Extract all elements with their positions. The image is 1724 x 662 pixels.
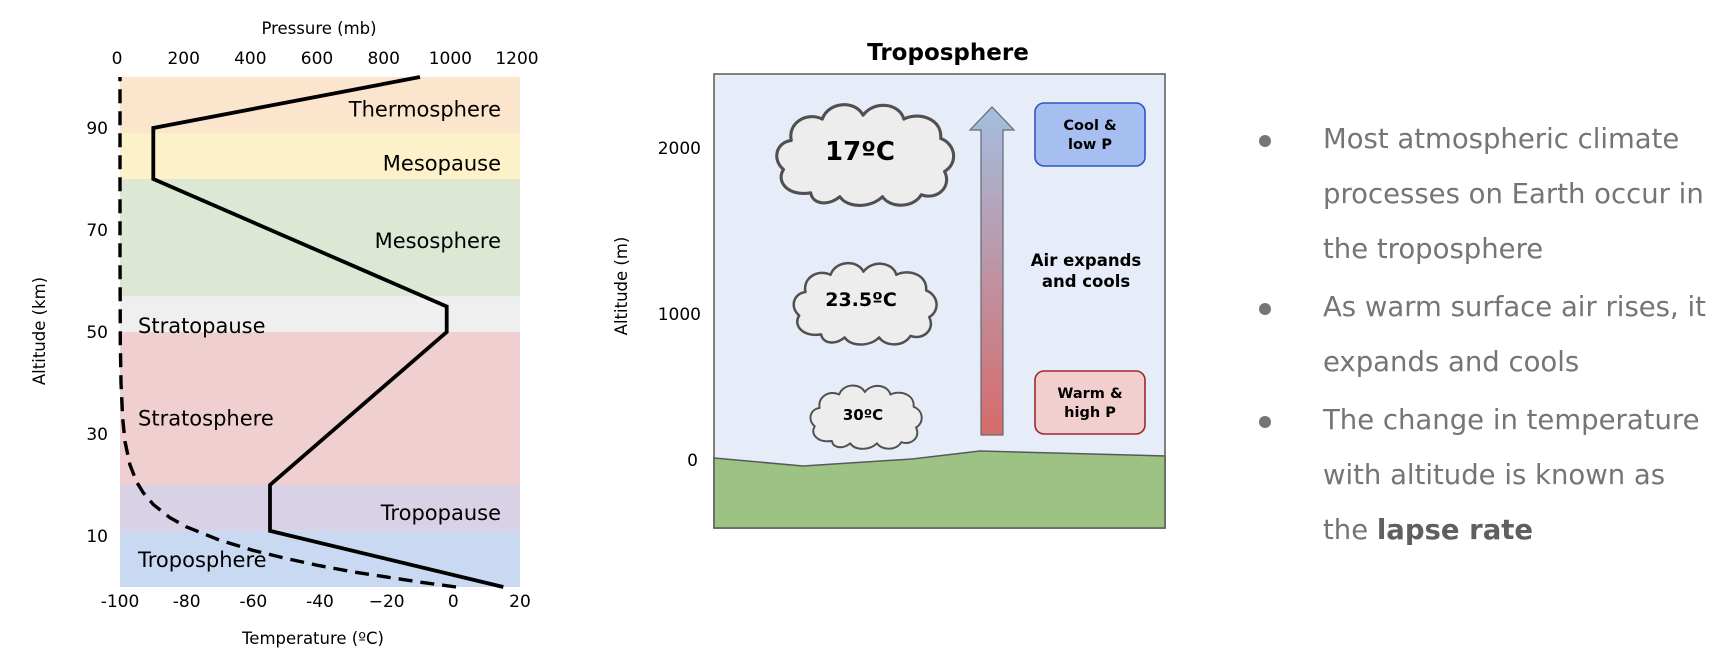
altitude-tick-label: 70 — [86, 221, 108, 241]
temperature-tick-label: -60 — [239, 592, 267, 612]
altitude-tick-label: 30 — [86, 425, 108, 445]
temperature-tick-label: -40 — [306, 592, 334, 612]
layer-band-stratopause — [120, 296, 520, 332]
cool-box-line1: Cool & — [1063, 118, 1117, 134]
layer-label-mesosphere: Mesosphere — [375, 229, 501, 253]
ground — [713, 450, 1166, 529]
cool-low-pressure-box — [1034, 102, 1146, 167]
bullet-item: As warm surface air rises, it expands an… — [1255, 280, 1715, 390]
rising-air-arrow — [968, 106, 1016, 436]
pressure-tick-label: 1000 — [429, 49, 472, 69]
troposphere-title: Troposphere — [867, 40, 1029, 66]
bullet-text: As warm surface air rises, it expands an… — [1323, 291, 1706, 378]
layer-label-mesopause: Mesopause — [383, 152, 501, 176]
layer-label-tropopause: Tropopause — [380, 501, 501, 525]
pressure-tick-label: 1200 — [495, 49, 538, 69]
bullet-item: Most atmospheric climate processes on Ea… — [1255, 112, 1715, 277]
cloud-middle: 23.5ºC — [792, 261, 938, 346]
bullet-item: The change in temperature with altitude … — [1255, 393, 1715, 558]
altitude-axis-title-m: Altitude (m) — [612, 237, 631, 336]
layer-label-troposphere: Troposphere — [137, 548, 267, 572]
layer-band-troposphere — [120, 530, 520, 587]
bullet-dot-icon — [1259, 303, 1271, 315]
temperature-tick-label: 0 — [448, 592, 459, 612]
altitude-tick-label: 90 — [86, 119, 108, 139]
pressure-tick-label: 0 — [112, 49, 123, 69]
altitude-tick-2000: 2000 — [658, 139, 701, 159]
bullet-bold-term: lapse rate — [1376, 514, 1534, 546]
temperature-tick-label: -100 — [101, 592, 140, 612]
cloud-temp-top: 17ºC — [825, 137, 895, 167]
bullet-text: Most atmospheric climate processes on Ea… — [1323, 123, 1704, 265]
atmosphere-chart: Troposphere Tropopause Stratosphere Stratop… — [30, 19, 539, 648]
bullet-text: The change in temperature with altitude … — [1323, 404, 1700, 546]
pressure-axis-title: Pressure (mb) — [261, 19, 376, 38]
layer-band-tropopause — [120, 485, 520, 531]
arrow-label-line1: Air expands — [1031, 251, 1142, 270]
cloud-temp-middle: 23.5ºC — [825, 289, 897, 311]
pressure-profile-line — [118, 77, 457, 589]
cloud-top: 17ºC — [775, 103, 956, 208]
temperature-axis-title: Temperature (ºC) — [241, 629, 384, 648]
bullet-dot-icon — [1259, 416, 1271, 428]
arrow-label-line2: and cools — [1042, 272, 1131, 291]
altitude-axis-title: Altitude (km) — [30, 277, 49, 385]
layer-band-mesosphere — [120, 179, 520, 297]
cloud-bottom: 30ºC — [809, 384, 923, 450]
altitude-tick-label: 10 — [86, 527, 108, 547]
cool-box-line2: low P — [1068, 137, 1112, 153]
bullet-dot-icon — [1259, 135, 1271, 147]
altitude-tick-1000: 1000 — [658, 305, 701, 325]
layer-band-thermosphere — [120, 77, 520, 134]
bullet-list: Most atmospheric climate processes on Ea… — [1255, 112, 1715, 561]
temperature-tick-label: -80 — [173, 592, 201, 612]
pressure-tick-label: 800 — [367, 49, 399, 69]
troposphere-diagram: Troposphere Altitude (m) 2000 1000 0 17º… — [612, 40, 1166, 529]
layer-band-stratosphere — [120, 332, 520, 485]
warm-high-pressure-box — [1034, 370, 1146, 435]
pressure-tick-label: 600 — [301, 49, 333, 69]
layer-band-mesopause — [120, 133, 520, 179]
altitude-tick-label: 50 — [86, 323, 108, 343]
pressure-tick-label: 400 — [234, 49, 266, 69]
layer-label-stratopause: Stratopause — [138, 314, 266, 338]
cloud-temp-bottom: 30ºC — [843, 406, 883, 424]
warm-box-line1: Warm & — [1057, 386, 1123, 402]
layer-label-thermosphere: Thermosphere — [348, 98, 501, 122]
pressure-tick-label: 200 — [167, 49, 199, 69]
layer-label-stratosphere: Stratosphere — [138, 407, 274, 431]
altitude-tick-0: 0 — [687, 451, 698, 471]
temperature-tick-label: 20 — [509, 592, 531, 612]
warm-box-line2: high P — [1064, 405, 1116, 421]
temperature-tick-label: −20 — [369, 592, 405, 612]
temperature-profile-line — [151, 75, 504, 589]
